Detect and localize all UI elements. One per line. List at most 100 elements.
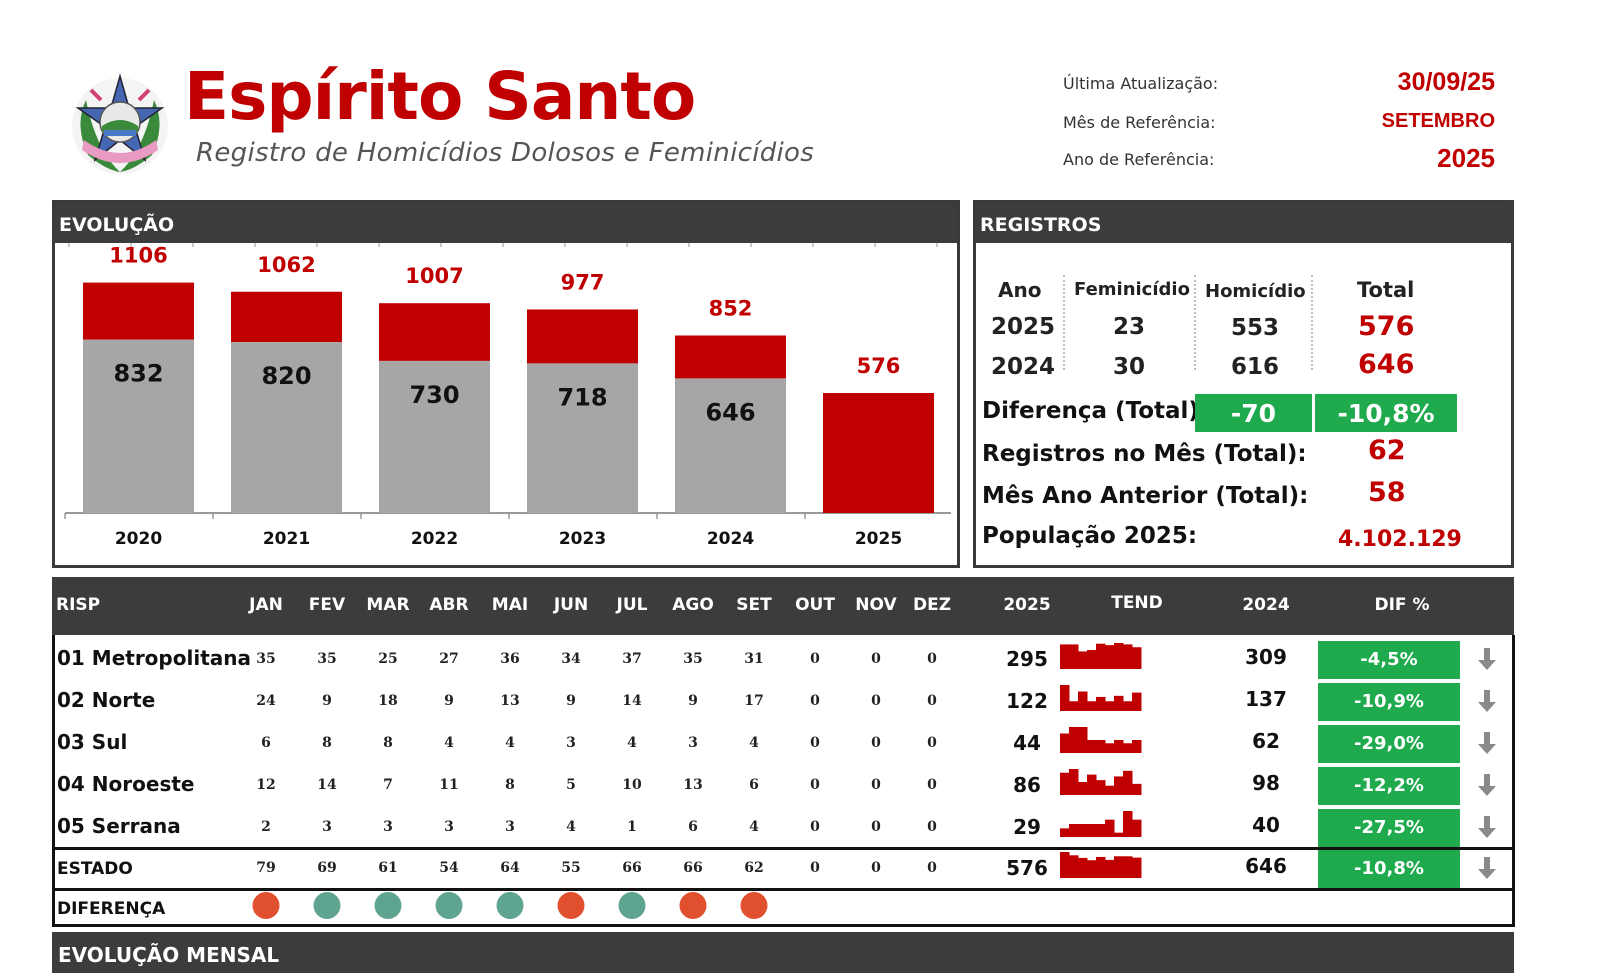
diff-label: Diferença (Total): bbox=[982, 398, 1209, 424]
month-value: 54 bbox=[439, 860, 459, 876]
bar-top-label: 1106 bbox=[109, 244, 167, 268]
difference-indicator-dot bbox=[313, 892, 341, 919]
sparkline-bar bbox=[1087, 701, 1097, 711]
sparkline-bar bbox=[1096, 740, 1106, 753]
col-header-risp: RISP bbox=[56, 595, 101, 615]
month-value: 55 bbox=[561, 860, 581, 876]
month-value: 14 bbox=[317, 777, 337, 793]
month-value: 0 bbox=[810, 860, 820, 876]
month-value: 9 bbox=[688, 693, 698, 709]
difference-indicator-dot bbox=[557, 892, 585, 919]
difference-indicator-dot bbox=[252, 892, 280, 919]
month-value: 6 bbox=[749, 777, 759, 793]
sparkline-bar bbox=[1069, 769, 1079, 795]
col-header-month: ABR bbox=[429, 595, 469, 615]
sparkline-bar bbox=[1078, 651, 1088, 669]
arrow-down-icon bbox=[1478, 732, 1496, 754]
trend-sparkline bbox=[1060, 769, 1142, 795]
sparkline-bar bbox=[1078, 727, 1088, 753]
population-value: 4.102.129 bbox=[1338, 527, 1462, 552]
month-value: 9 bbox=[444, 693, 454, 709]
sparkline-bar bbox=[1132, 692, 1142, 711]
bar-homicidio-2021 bbox=[231, 342, 342, 513]
x-tick-label: 2025 bbox=[855, 529, 902, 549]
col-header-month: JAN bbox=[249, 595, 283, 615]
sparkline-bar bbox=[1096, 643, 1106, 669]
total-2024-value: 137 bbox=[1245, 687, 1287, 711]
difference-indicator-dot bbox=[679, 892, 707, 919]
x-tick-label: 2021 bbox=[263, 529, 310, 549]
sparkline-bar bbox=[1105, 819, 1115, 837]
x-tick-label: 2024 bbox=[707, 529, 754, 549]
coat-of-arms-logo bbox=[72, 73, 168, 174]
sparkline-bar bbox=[1060, 852, 1070, 878]
arrow-down-icon bbox=[1478, 857, 1496, 879]
sparkline-bar bbox=[1078, 857, 1088, 878]
bar-homicidio-2024 bbox=[675, 378, 786, 513]
header-ano: Ano bbox=[998, 278, 1042, 302]
month-value: 14 bbox=[622, 693, 642, 709]
sparkline-bar bbox=[1132, 857, 1142, 878]
month-total-value: 62 bbox=[1368, 435, 1406, 466]
month-value: 34 bbox=[561, 651, 581, 667]
bar-inner-label: 718 bbox=[557, 383, 607, 411]
arrow-down-icon bbox=[1478, 774, 1496, 796]
month-value: 0 bbox=[810, 651, 820, 667]
month-value: 8 bbox=[322, 735, 332, 751]
prev-month-label: Mês Ano Anterior (Total): bbox=[982, 483, 1309, 509]
month-value: 37 bbox=[622, 651, 642, 667]
reg-row-homicidio: 616 bbox=[1231, 354, 1280, 380]
month-value: 1 bbox=[627, 819, 637, 835]
month-value: 4 bbox=[505, 735, 515, 751]
page-title: Espírito Santo bbox=[184, 58, 696, 135]
sparkline-bar bbox=[1114, 643, 1124, 669]
month-value: 3 bbox=[383, 819, 393, 835]
bar-inner-label: 832 bbox=[113, 360, 163, 388]
month-value: 27 bbox=[439, 651, 459, 667]
diff-abs-badge: -70 bbox=[1195, 394, 1312, 432]
bar-top-label: 576 bbox=[857, 354, 901, 378]
ref-year-value: 2025 bbox=[1437, 143, 1495, 173]
bar-homicidio-2020 bbox=[83, 339, 194, 513]
month-value: 6 bbox=[261, 735, 271, 751]
month-value: 3 bbox=[566, 735, 576, 751]
sparkline-bar bbox=[1114, 832, 1124, 837]
x-tick-label: 2022 bbox=[411, 529, 458, 549]
month-value: 62 bbox=[744, 860, 764, 876]
col-header-month: JUN bbox=[553, 595, 589, 615]
month-value: 36 bbox=[500, 651, 520, 667]
bar-inner-label: 646 bbox=[705, 398, 755, 426]
sparkline-bar bbox=[1096, 780, 1106, 795]
month-value: 79 bbox=[256, 860, 276, 876]
bar-inner-label: 820 bbox=[261, 362, 311, 390]
sparkline-bar bbox=[1114, 740, 1124, 753]
sparkline-bar bbox=[1096, 696, 1106, 711]
month-value: 3 bbox=[505, 819, 515, 835]
evolution-bar-chart: 832 1106 2020 820 1062 2021 730 1007 2022 718 977 2… bbox=[64, 243, 951, 549]
ref-month-label: Mês de Referência: bbox=[1063, 113, 1216, 132]
difference-indicator-dot bbox=[435, 892, 463, 919]
difference-indicator-dot bbox=[374, 892, 402, 919]
month-value: 0 bbox=[871, 819, 881, 835]
bar-total-2022 bbox=[379, 303, 490, 361]
sparkline-bar bbox=[1060, 644, 1070, 669]
month-value: 17 bbox=[744, 693, 764, 709]
total-2025-value: 122 bbox=[1006, 689, 1048, 713]
month-value: 64 bbox=[500, 860, 520, 876]
trend-sparkline bbox=[1060, 852, 1142, 878]
col-header-month: MAI bbox=[491, 595, 529, 615]
month-value: 35 bbox=[317, 651, 337, 667]
month-value: 12 bbox=[256, 777, 276, 793]
bar-top-label: 1062 bbox=[257, 253, 315, 277]
sparkline-bar bbox=[1087, 774, 1097, 795]
month-value: 13 bbox=[683, 777, 703, 793]
total-2024-value: 98 bbox=[1252, 771, 1280, 795]
header-homicidio: Homicídio bbox=[1205, 281, 1306, 302]
sparkline-bar bbox=[1069, 855, 1079, 878]
prev-month-value: 58 bbox=[1368, 477, 1406, 508]
sparkline-bar bbox=[1114, 695, 1124, 711]
reg-row-ano: 2024 bbox=[991, 354, 1056, 380]
total-2025-value: 29 bbox=[1013, 815, 1041, 839]
bar-total-2025 bbox=[823, 393, 934, 513]
col-header-dif: DIF % bbox=[1374, 595, 1430, 615]
